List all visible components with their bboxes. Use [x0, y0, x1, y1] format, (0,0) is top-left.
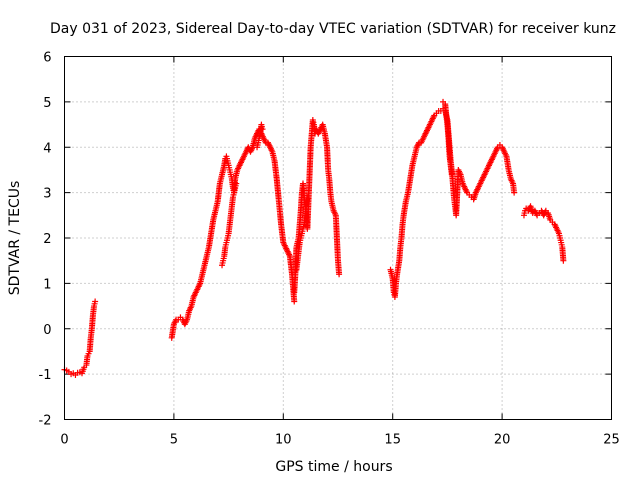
- x-tick-label: 25: [603, 433, 620, 448]
- y-tick-label: -2: [39, 414, 52, 429]
- y-tick-label: 6: [43, 51, 51, 66]
- plot-frame: [64, 56, 612, 420]
- data-point: [511, 189, 518, 196]
- data-point: [304, 194, 311, 201]
- x-tick-label: 0: [60, 433, 68, 448]
- y-tick-label: 5: [43, 96, 51, 111]
- data-point: [233, 180, 240, 187]
- y-tick-label: -1: [39, 368, 52, 383]
- y-tick-label: 1: [43, 277, 51, 292]
- x-tick-label: 15: [384, 433, 401, 448]
- y-tick-label: 2: [43, 232, 51, 247]
- x-tick-label: 20: [494, 433, 511, 448]
- data-point: [259, 126, 266, 133]
- chart-title: Day 031 of 2023, Sidereal Day-to-day VTE…: [50, 21, 616, 37]
- x-axis-label: GPS time / hours: [275, 459, 392, 475]
- x-tick-label: 10: [275, 433, 292, 448]
- y-tick-label: 0: [43, 323, 51, 338]
- y-axis-label: SDTVAR / TECUs: [7, 181, 23, 296]
- y-tick-label: 4: [43, 141, 51, 156]
- axis-ticks: 0 5 10 15 20 25 -2 -1 0 1 2 3 4 5 6: [39, 51, 620, 448]
- grid-lines: [64, 56, 612, 420]
- data-marks: [61, 98, 567, 379]
- data-point: [92, 298, 99, 305]
- data-point: [448, 171, 455, 178]
- data-point: [291, 298, 298, 305]
- data-point: [336, 271, 343, 278]
- x-tick-label: 5: [170, 433, 178, 448]
- data-point: [560, 257, 567, 264]
- y-tick-label: 3: [43, 187, 51, 202]
